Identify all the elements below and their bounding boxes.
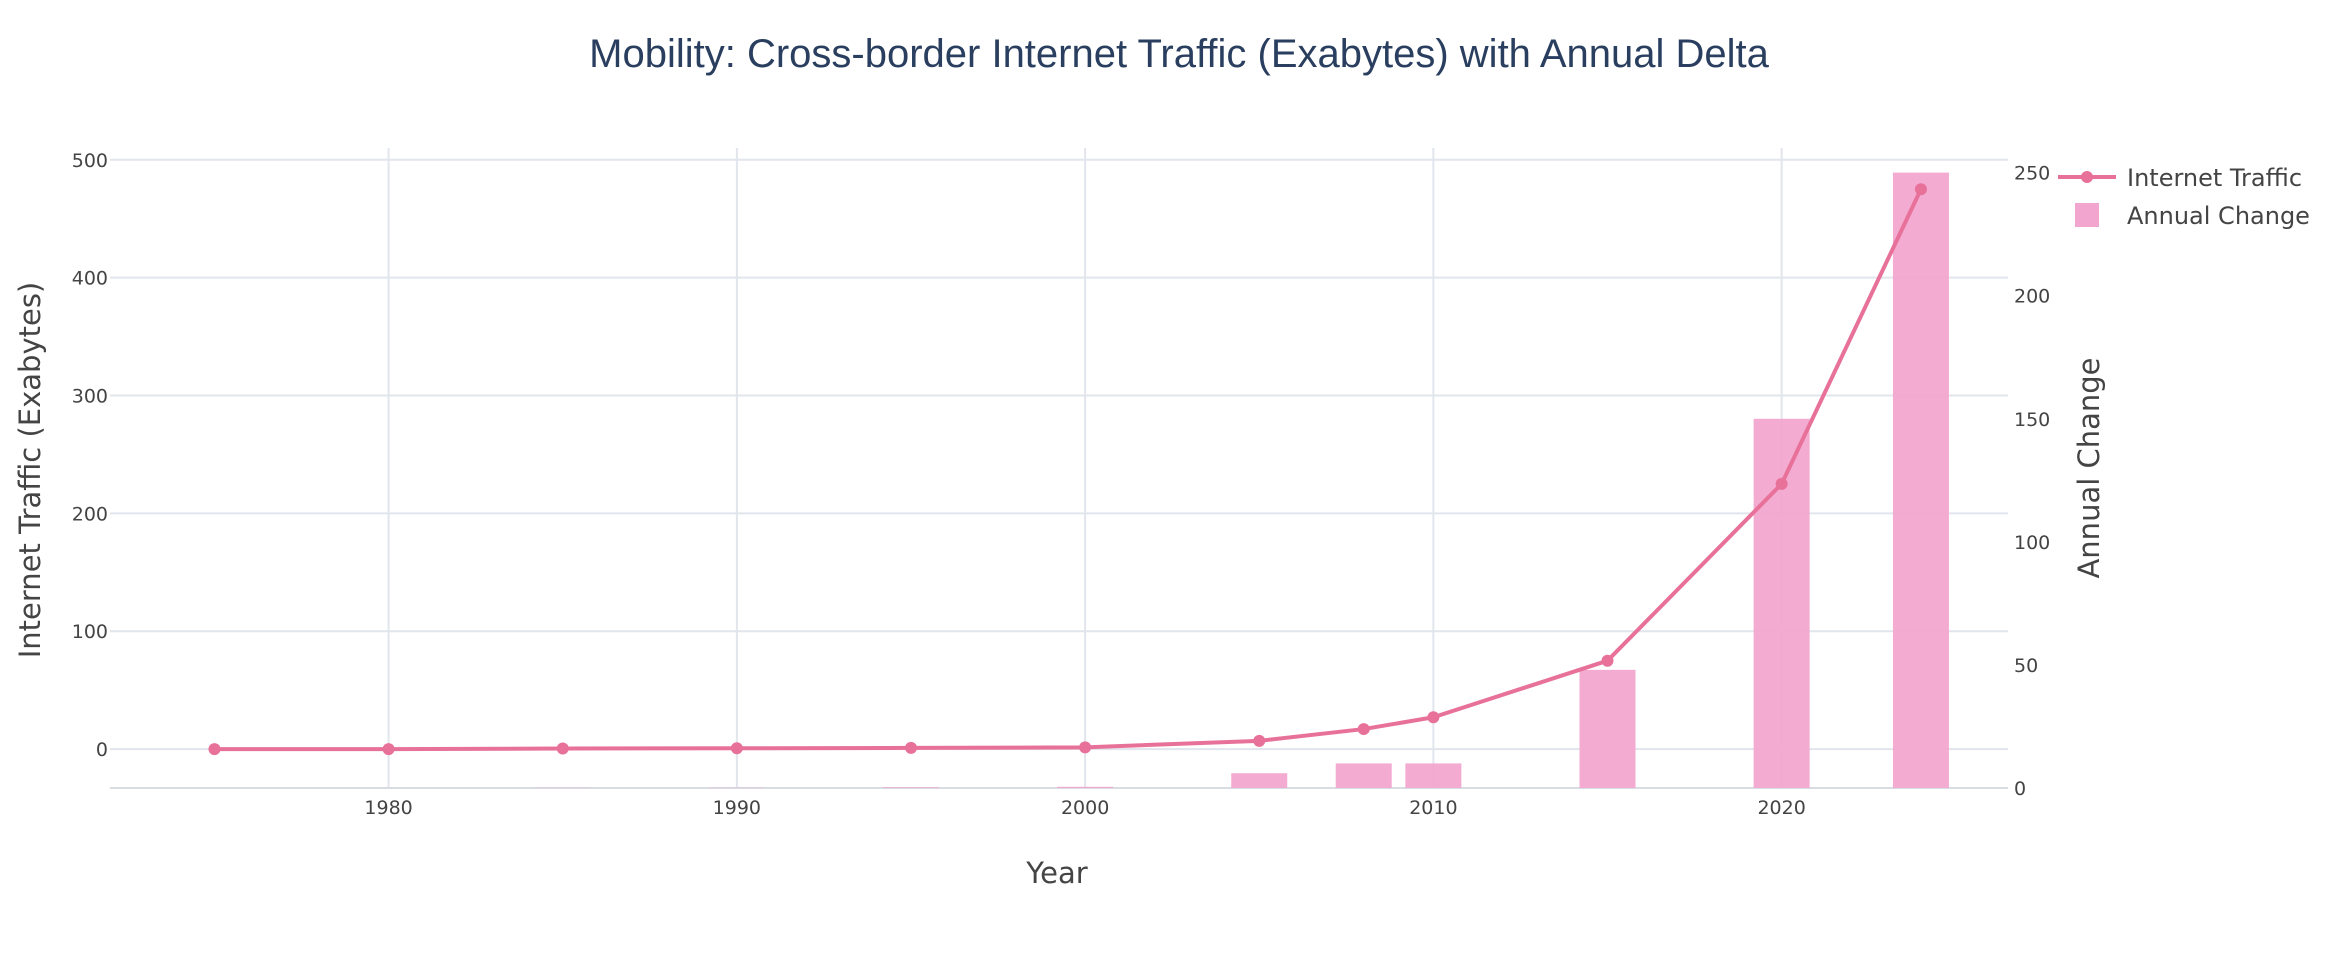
point-internet-traffic[interactable] <box>1775 477 1788 490</box>
y2-tick-label: 200 <box>2014 286 2050 308</box>
y2-axis-title: Annual Change <box>2072 357 2106 578</box>
bar-annual-change[interactable] <box>1753 418 1810 788</box>
bar-annual-change[interactable] <box>1231 773 1288 788</box>
y-tick-label: 500 <box>72 150 108 172</box>
y-tick-label: 100 <box>72 621 108 643</box>
y-tick-label: 400 <box>72 268 108 290</box>
line-internet-traffic[interactable] <box>214 188 1923 752</box>
y2-tick-label: 250 <box>2014 163 2050 185</box>
bar-annual-change[interactable] <box>1335 763 1392 788</box>
point-internet-traffic[interactable] <box>904 741 917 754</box>
legend-line-marker <box>2081 171 2093 183</box>
y2-tick-label: 100 <box>2014 532 2050 554</box>
point-internet-traffic[interactable] <box>208 743 221 756</box>
point-internet-traffic[interactable] <box>556 742 569 755</box>
bar-annual-change[interactable] <box>882 787 939 788</box>
x-tick-label: 2000 <box>1061 797 1109 819</box>
legend-item-internet-traffic[interactable]: Internet Traffic <box>2058 164 2302 192</box>
y-tick-label: 0 <box>96 739 108 761</box>
y-axis-title: Internet Traffic (Exabytes) <box>13 282 47 659</box>
y-tick-label: 300 <box>72 386 108 408</box>
point-internet-traffic[interactable] <box>1079 741 1092 754</box>
x-tick-label: 2020 <box>1757 797 1805 819</box>
legend-label-annual-change: Annual Change <box>2127 202 2310 230</box>
grid <box>110 148 2008 789</box>
axis-ticks: 1980 1990 2000 2010 2020 0 100 200 300 400 500 0 50 1… <box>72 150 2051 819</box>
x-tick-label: 1980 <box>364 797 412 819</box>
point-internet-traffic[interactable] <box>1601 654 1614 667</box>
bar-annual-change[interactable] <box>1579 669 1636 788</box>
x-tick-label: 2010 <box>1409 797 1457 819</box>
legend-bar-swatch <box>2075 203 2099 227</box>
legend-item-annual-change[interactable]: Annual Change <box>2075 202 2310 230</box>
legend-label-internet-traffic: Internet Traffic <box>2127 164 2302 192</box>
line-series <box>208 183 1927 756</box>
point-internet-traffic[interactable] <box>1914 183 1927 196</box>
y2-tick-label: 150 <box>2014 409 2050 431</box>
bar-annual-change[interactable] <box>1892 172 1949 789</box>
legend: Internet Traffic Annual Change <box>2058 164 2310 230</box>
point-internet-traffic[interactable] <box>382 743 395 756</box>
y2-tick-label: 0 <box>2014 778 2026 800</box>
chart-title: Mobility: Cross-border Internet Traffic … <box>589 32 1770 76</box>
point-internet-traffic[interactable] <box>1253 734 1266 747</box>
point-internet-traffic[interactable] <box>1357 723 1370 736</box>
bar-annual-change[interactable] <box>1057 786 1114 788</box>
y2-tick-label: 50 <box>2014 655 2038 677</box>
y-tick-label: 200 <box>72 503 108 525</box>
point-internet-traffic[interactable] <box>1427 711 1440 724</box>
bar-series <box>534 172 1949 789</box>
x-tick-label: 1990 <box>713 797 761 819</box>
point-internet-traffic[interactable] <box>730 742 743 755</box>
bar-annual-change[interactable] <box>1405 763 1462 788</box>
x-axis-title: Year <box>1025 856 1087 890</box>
